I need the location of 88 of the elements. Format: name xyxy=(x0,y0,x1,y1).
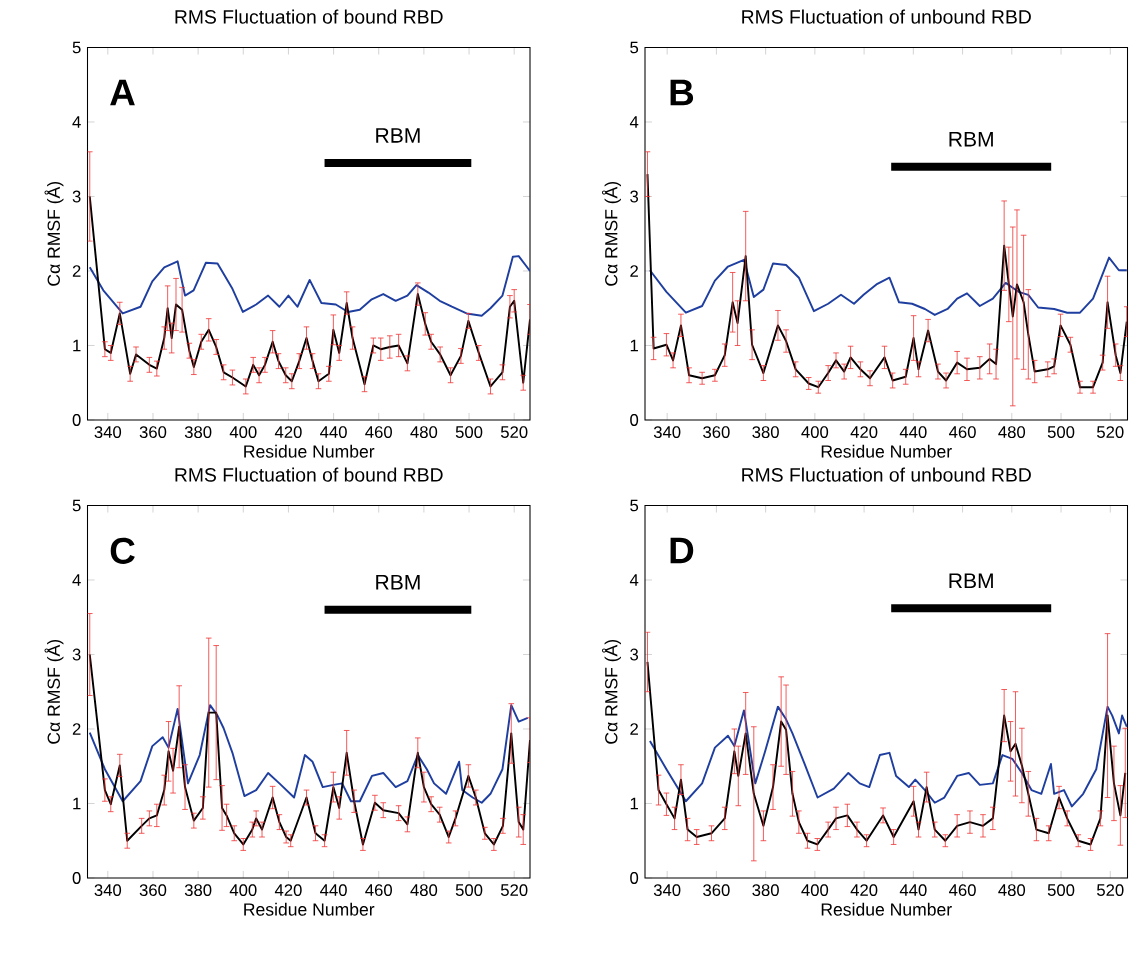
y-tick-label: 3 xyxy=(72,648,81,661)
annotation: RBM xyxy=(949,131,993,147)
y-tick-label: 1 xyxy=(630,797,638,810)
line-series xyxy=(648,705,1128,808)
line-series xyxy=(88,255,531,317)
x-tick-label: 380 xyxy=(184,884,212,897)
x-tick-label: 380 xyxy=(752,884,779,897)
y-tick-label: 4 xyxy=(72,574,81,586)
y-tick-label: 5 xyxy=(72,41,81,54)
y-tick-label: 0 xyxy=(630,414,639,426)
x-tick-label: 440 xyxy=(320,426,347,439)
x-tick-label: 440 xyxy=(320,884,347,897)
x-tick-label: 460 xyxy=(949,426,976,439)
y-axis-title: Cα RMSF (Å) xyxy=(44,181,64,286)
annotation: RBM xyxy=(376,575,420,590)
x-tick-label: 420 xyxy=(850,426,878,439)
x-tick-label: 500 xyxy=(455,884,483,897)
x-tick-label: 460 xyxy=(365,884,392,897)
y-tick-label: 0 xyxy=(72,414,81,426)
y-tick-label: 5 xyxy=(630,41,639,54)
line-series xyxy=(646,660,1127,846)
x-tick-label: 440 xyxy=(899,884,927,897)
annotation: D xyxy=(670,537,694,564)
x-tick-label: 340 xyxy=(653,884,681,897)
x-tick-label: 380 xyxy=(184,426,212,439)
annotation: A xyxy=(110,79,135,106)
x-axis-title: Residue Number xyxy=(244,902,375,916)
x-tick-label: 480 xyxy=(998,426,1026,439)
x-tick-label: 500 xyxy=(455,426,483,439)
x-tick-label: 480 xyxy=(410,426,438,439)
y-tick-label: 1 xyxy=(630,339,638,352)
y-tick-label: 5 xyxy=(630,499,639,512)
x-tick-label: 340 xyxy=(94,426,122,439)
y-tick-label: 3 xyxy=(630,190,639,203)
x-tick-label: 340 xyxy=(653,426,681,439)
x-tick-label: 420 xyxy=(274,426,302,439)
y-tick-label: 2 xyxy=(630,723,638,735)
y-tick-label: 2 xyxy=(72,723,81,735)
annotation: RBM xyxy=(376,128,420,143)
y-tick-label: 5 xyxy=(72,499,81,512)
x-tick-label: 440 xyxy=(899,426,927,439)
y-tick-label: 2 xyxy=(630,265,638,277)
x-tick-label: 520 xyxy=(500,426,528,439)
y-axis-title: Cα RMSF (Å) xyxy=(44,639,64,744)
x-tick-label: 400 xyxy=(801,884,829,897)
x-axis-title: Residue Number xyxy=(821,902,952,916)
y-tick-label: 4 xyxy=(72,116,81,128)
x-tick-label: 420 xyxy=(274,884,302,897)
annotation: C xyxy=(110,537,135,564)
x-tick-label: 400 xyxy=(229,426,257,439)
y-tick-label: 3 xyxy=(72,190,81,203)
x-tick-label: 360 xyxy=(703,426,730,439)
annotation: B xyxy=(670,79,694,106)
chart-title: RMS Fluctuation of bound RBD xyxy=(175,9,443,24)
y-tick-label: 2 xyxy=(72,265,81,277)
x-tick-label: 480 xyxy=(998,884,1026,897)
y-tick-label: 4 xyxy=(629,116,639,128)
x-tick-label: 400 xyxy=(801,426,829,439)
y-axis-title: Cα RMSF (Å) xyxy=(602,639,621,744)
y-tick-label: 0 xyxy=(72,872,81,884)
x-tick-label: 520 xyxy=(1097,884,1124,897)
x-tick-label: 500 xyxy=(1047,884,1075,897)
x-tick-label: 480 xyxy=(410,884,438,897)
line-series xyxy=(88,704,529,804)
x-tick-label: 400 xyxy=(229,884,257,897)
chart-title: RMS Fluctuation of unbound RBD xyxy=(742,9,1031,24)
chart-title: RMS Fluctuation of bound RBD xyxy=(175,467,443,482)
y-axis-title: Cα RMSF (Å) xyxy=(602,181,621,286)
annotation: RBM xyxy=(949,573,993,589)
y-tick-label: 1 xyxy=(73,797,81,810)
y-tick-label: 4 xyxy=(629,574,639,586)
x-tick-label: 360 xyxy=(703,884,730,897)
x-tick-label: 380 xyxy=(752,426,779,439)
x-tick-label: 420 xyxy=(850,884,878,897)
x-axis-title: Residue Number xyxy=(244,444,375,458)
x-tick-label: 360 xyxy=(139,426,167,439)
x-tick-label: 520 xyxy=(500,884,528,897)
x-axis-title: Residue Number xyxy=(821,444,952,458)
y-tick-label: 1 xyxy=(73,339,81,352)
y-tick-label: 3 xyxy=(630,648,639,661)
x-tick-label: 460 xyxy=(365,426,392,439)
x-tick-label: 520 xyxy=(1097,426,1124,439)
chart-title: RMS Fluctuation of unbound RBD xyxy=(742,467,1031,482)
y-tick-label: 0 xyxy=(630,872,639,884)
x-tick-label: 340 xyxy=(94,884,122,897)
x-tick-label: 360 xyxy=(139,884,167,897)
x-tick-label: 500 xyxy=(1047,426,1075,439)
x-tick-label: 460 xyxy=(949,884,976,897)
